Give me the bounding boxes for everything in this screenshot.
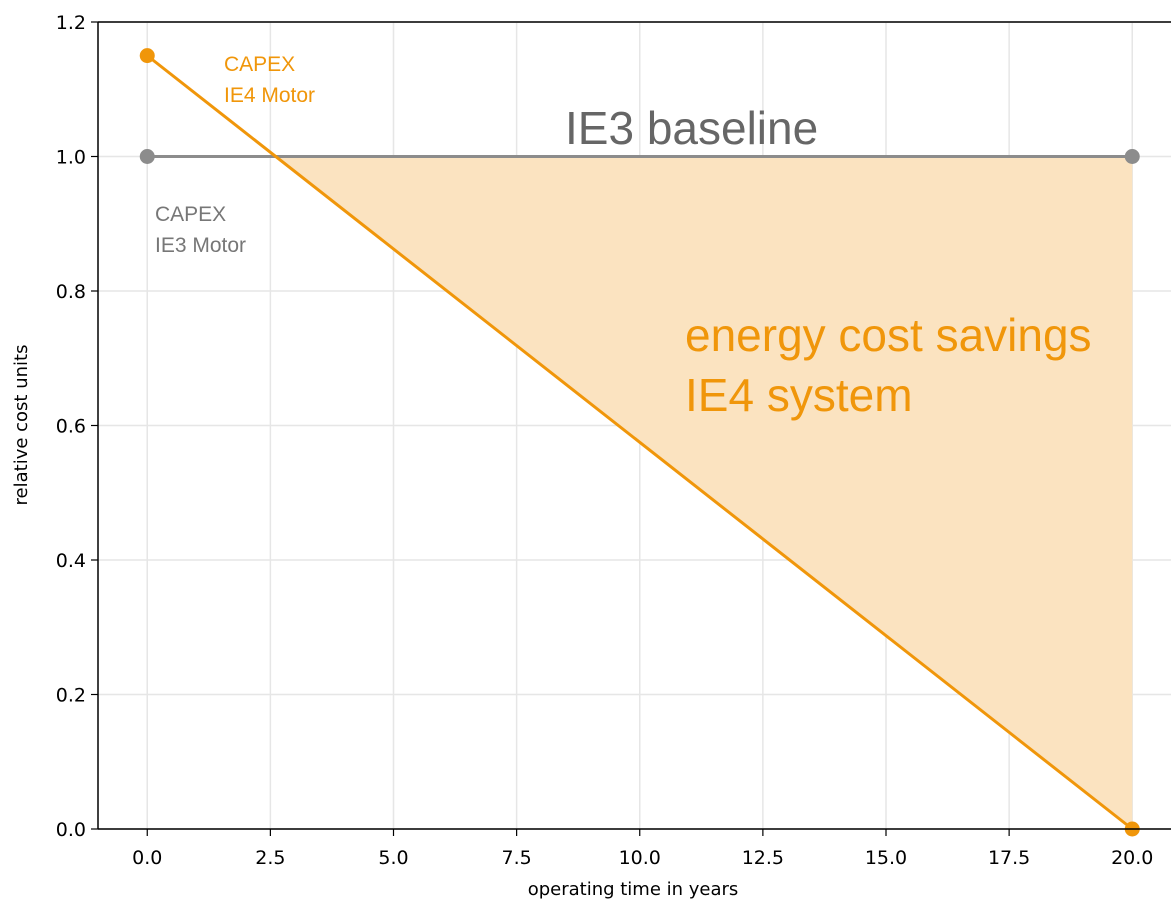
annotation: IE4 system <box>685 369 913 421</box>
y-tick-label: 1.2 <box>56 12 86 34</box>
y-tick-label: 1.0 <box>56 147 86 169</box>
x-tick-label: 10.0 <box>619 847 661 869</box>
annotation: IE3 Motor <box>155 234 246 257</box>
annotation: IE3 baseline <box>565 102 818 154</box>
x-tick-label: 2.5 <box>255 847 285 869</box>
y-axis-label: relative cost units <box>11 345 32 506</box>
x-tick-label: 0.0 <box>132 847 162 869</box>
x-axis-label: operating time in years <box>528 879 739 900</box>
x-tick-label: 15.0 <box>865 847 907 869</box>
y-tick-label: 0.4 <box>56 550 86 572</box>
y-tick-label: 0.0 <box>56 819 86 841</box>
annotation: IE4 Motor <box>224 84 315 107</box>
point <box>139 149 155 164</box>
point <box>1124 149 1140 164</box>
point <box>139 48 155 64</box>
annotation: CAPEX <box>224 53 295 76</box>
x-tick-label: 17.5 <box>988 847 1030 869</box>
y-tick-label: 0.6 <box>56 416 86 438</box>
annotation: energy cost savings <box>685 309 1092 361</box>
x-tick-label: 5.0 <box>378 847 408 869</box>
y-tick-label: 0.2 <box>56 685 86 707</box>
series-line <box>146 54 1134 831</box>
y-tick-label: 0.8 <box>56 281 86 303</box>
x-tick-label: 7.5 <box>502 847 532 869</box>
annotation: CAPEX <box>155 203 226 226</box>
x-tick-label: 20.0 <box>1111 847 1153 869</box>
x-tick-label: 12.5 <box>742 847 784 869</box>
